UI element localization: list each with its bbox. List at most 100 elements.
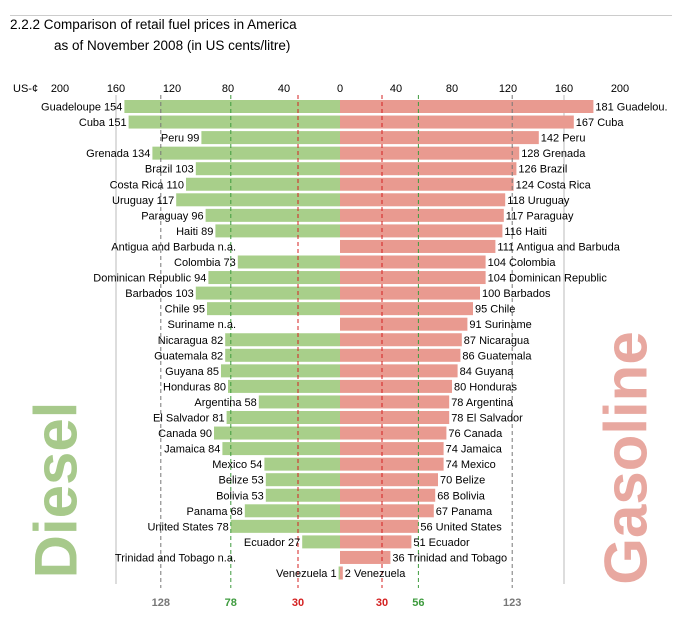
gasoline-bar	[340, 224, 503, 238]
diesel-bar-label: Costa Rica 110	[110, 179, 184, 191]
gasoline-bar-label: 56 United States	[420, 521, 502, 533]
gasoline-bar	[340, 348, 461, 362]
x-tick-label: 160	[555, 83, 573, 95]
diesel-bar-label: Suriname n.a.	[168, 319, 236, 331]
gasoline-bar	[340, 411, 450, 424]
gasoline-bar	[340, 426, 447, 440]
gasoline-bar	[340, 302, 473, 316]
diesel-bar	[124, 100, 341, 113]
diesel-bar	[222, 442, 340, 456]
x-tick-label: 80	[446, 83, 458, 95]
reference-line-label: 56	[412, 597, 424, 609]
diesel-bar-label: Haiti 89	[176, 226, 213, 238]
gasoline-bar-label: 104 Colombia	[488, 257, 557, 269]
gasoline-bar	[340, 566, 343, 580]
diesel-bar-label: Bolivia 53	[216, 490, 264, 502]
diesel-bar	[228, 379, 340, 393]
gasoline-bar-label: 80 Honduras	[454, 381, 517, 393]
gasoline-bar-label: 111 Antigua and Barbuda	[497, 241, 620, 253]
diesel-bar-label: El Salvador 81	[153, 413, 225, 425]
gasoline-bar	[340, 255, 486, 269]
gasoline-bar	[340, 550, 391, 564]
diesel-bar-label: Canada 90	[158, 428, 212, 440]
diesel-bar	[225, 333, 340, 347]
diesel-bar	[221, 364, 340, 378]
diesel-bar-label: Mexico 54	[212, 459, 262, 471]
gasoline-bar-label: 104 Dominican Republic	[488, 273, 608, 285]
diesel-bar	[195, 286, 340, 300]
gasoline-bar	[340, 473, 438, 487]
diesel-bar-label: Panama 68	[187, 506, 243, 518]
diesel-bar-label: Grenada 134	[86, 148, 150, 160]
gasoline-bar-label: 100 Barbados	[482, 288, 551, 300]
diesel-bar	[128, 115, 340, 129]
diesel-bar	[208, 271, 340, 285]
diesel-bar	[230, 519, 340, 533]
gasoline-bar-label: 36 Trinidad and Tobago	[392, 552, 507, 564]
gasoline-bar-label: 95 Chile	[475, 304, 515, 316]
gasoline-bar	[340, 100, 594, 113]
chart-subtitle: as of November 2008 (in US cents/litre)	[54, 38, 291, 53]
diesel-bar	[265, 473, 340, 487]
reference-line-label: 30	[292, 597, 304, 609]
diesel-bar-label: Argentina 58	[194, 397, 256, 409]
gasoline-bar-label: 68 Bolivia	[437, 490, 486, 502]
x-tick-label: 120	[499, 83, 517, 95]
gasoline-bar-label: 116 Haiti	[504, 226, 547, 238]
title-rule	[10, 15, 672, 16]
reference-line-label: 30	[376, 597, 388, 609]
gasoline-bar-label: 91 Suriname	[469, 319, 531, 331]
gasoline-bar	[340, 504, 434, 518]
gasoline-bar	[340, 488, 436, 502]
diesel-bar-label: Antigua and Barbuda n.a.	[111, 241, 236, 253]
diesel-bar	[176, 193, 340, 207]
diesel-bar	[338, 566, 340, 580]
chart-title-line1: 2.2.2 Comparison of retail fuel prices i…	[10, 17, 297, 32]
gasoline-bar	[340, 286, 480, 300]
diesel-bar	[207, 302, 340, 316]
gasoline-bar-label: 78 Argentina	[451, 397, 514, 409]
x-tick-label: 40	[390, 83, 402, 95]
x-tick-label: 40	[278, 83, 290, 95]
gasoline-bar	[340, 193, 506, 207]
diesel-bar-label: Venezuela 1	[276, 568, 337, 580]
chart-title: Comparison of retail fuel prices in Amer…	[43, 17, 297, 32]
gasoline-bar	[340, 442, 444, 456]
gasoline-bar-label: 124 Costa Rica	[516, 179, 592, 191]
gasoline-bar-label: 2 Venezuela	[345, 568, 406, 580]
diesel-bar-label: Uruguay 117	[112, 195, 174, 207]
x-tick-label: 160	[107, 83, 125, 95]
gasoline-bar-label: 87 Nicaragua	[464, 335, 530, 347]
gasoline-bar	[340, 177, 514, 191]
gasoline-bar	[340, 115, 574, 129]
diesel-bar-label: Dominican Republic 94	[93, 273, 206, 285]
gasoline-bar	[340, 379, 452, 393]
reference-line-label: 123	[503, 597, 521, 609]
diesel-bar-label: Jamaica 84	[164, 444, 220, 456]
diesel-bar-label: Peru 99	[161, 133, 200, 145]
diesel-bar-label: Paraguay 96	[141, 210, 203, 222]
gasoline-bar	[340, 457, 444, 471]
gasoline-bar-label: 117 Paraguay	[506, 210, 574, 222]
diesel-bar-label: Cuba 151	[79, 117, 127, 129]
diesel-bar	[186, 177, 340, 191]
gasoline-bar	[340, 208, 504, 222]
x-tick-label: 200	[51, 83, 69, 95]
diesel-bar-label: Belize 53	[219, 475, 264, 487]
diesel-bar	[258, 395, 340, 409]
gasoline-bar-label: 86 Guatemala	[462, 350, 532, 362]
reference-line-label: 78	[225, 597, 237, 609]
gasoline-bar	[340, 131, 539, 145]
gasoline-bar-label: 181 Guadelou.	[595, 102, 667, 114]
gasoline-bar-label: 78 El Salvador	[451, 413, 523, 425]
gasoline-bar	[340, 239, 496, 253]
diesel-bar	[201, 131, 340, 145]
gasoline-big-label: Gasoline	[592, 331, 660, 585]
gasoline-bar-label: 167 Cuba	[576, 117, 625, 129]
diesel-bar	[152, 146, 340, 160]
gasoline-bar-label: 67 Panama	[436, 506, 493, 518]
x-tick-label: 0	[337, 83, 343, 95]
diesel-bar	[214, 426, 340, 440]
gasoline-bar	[340, 162, 517, 176]
diesel-bar-label: Colombia 73	[174, 257, 236, 269]
